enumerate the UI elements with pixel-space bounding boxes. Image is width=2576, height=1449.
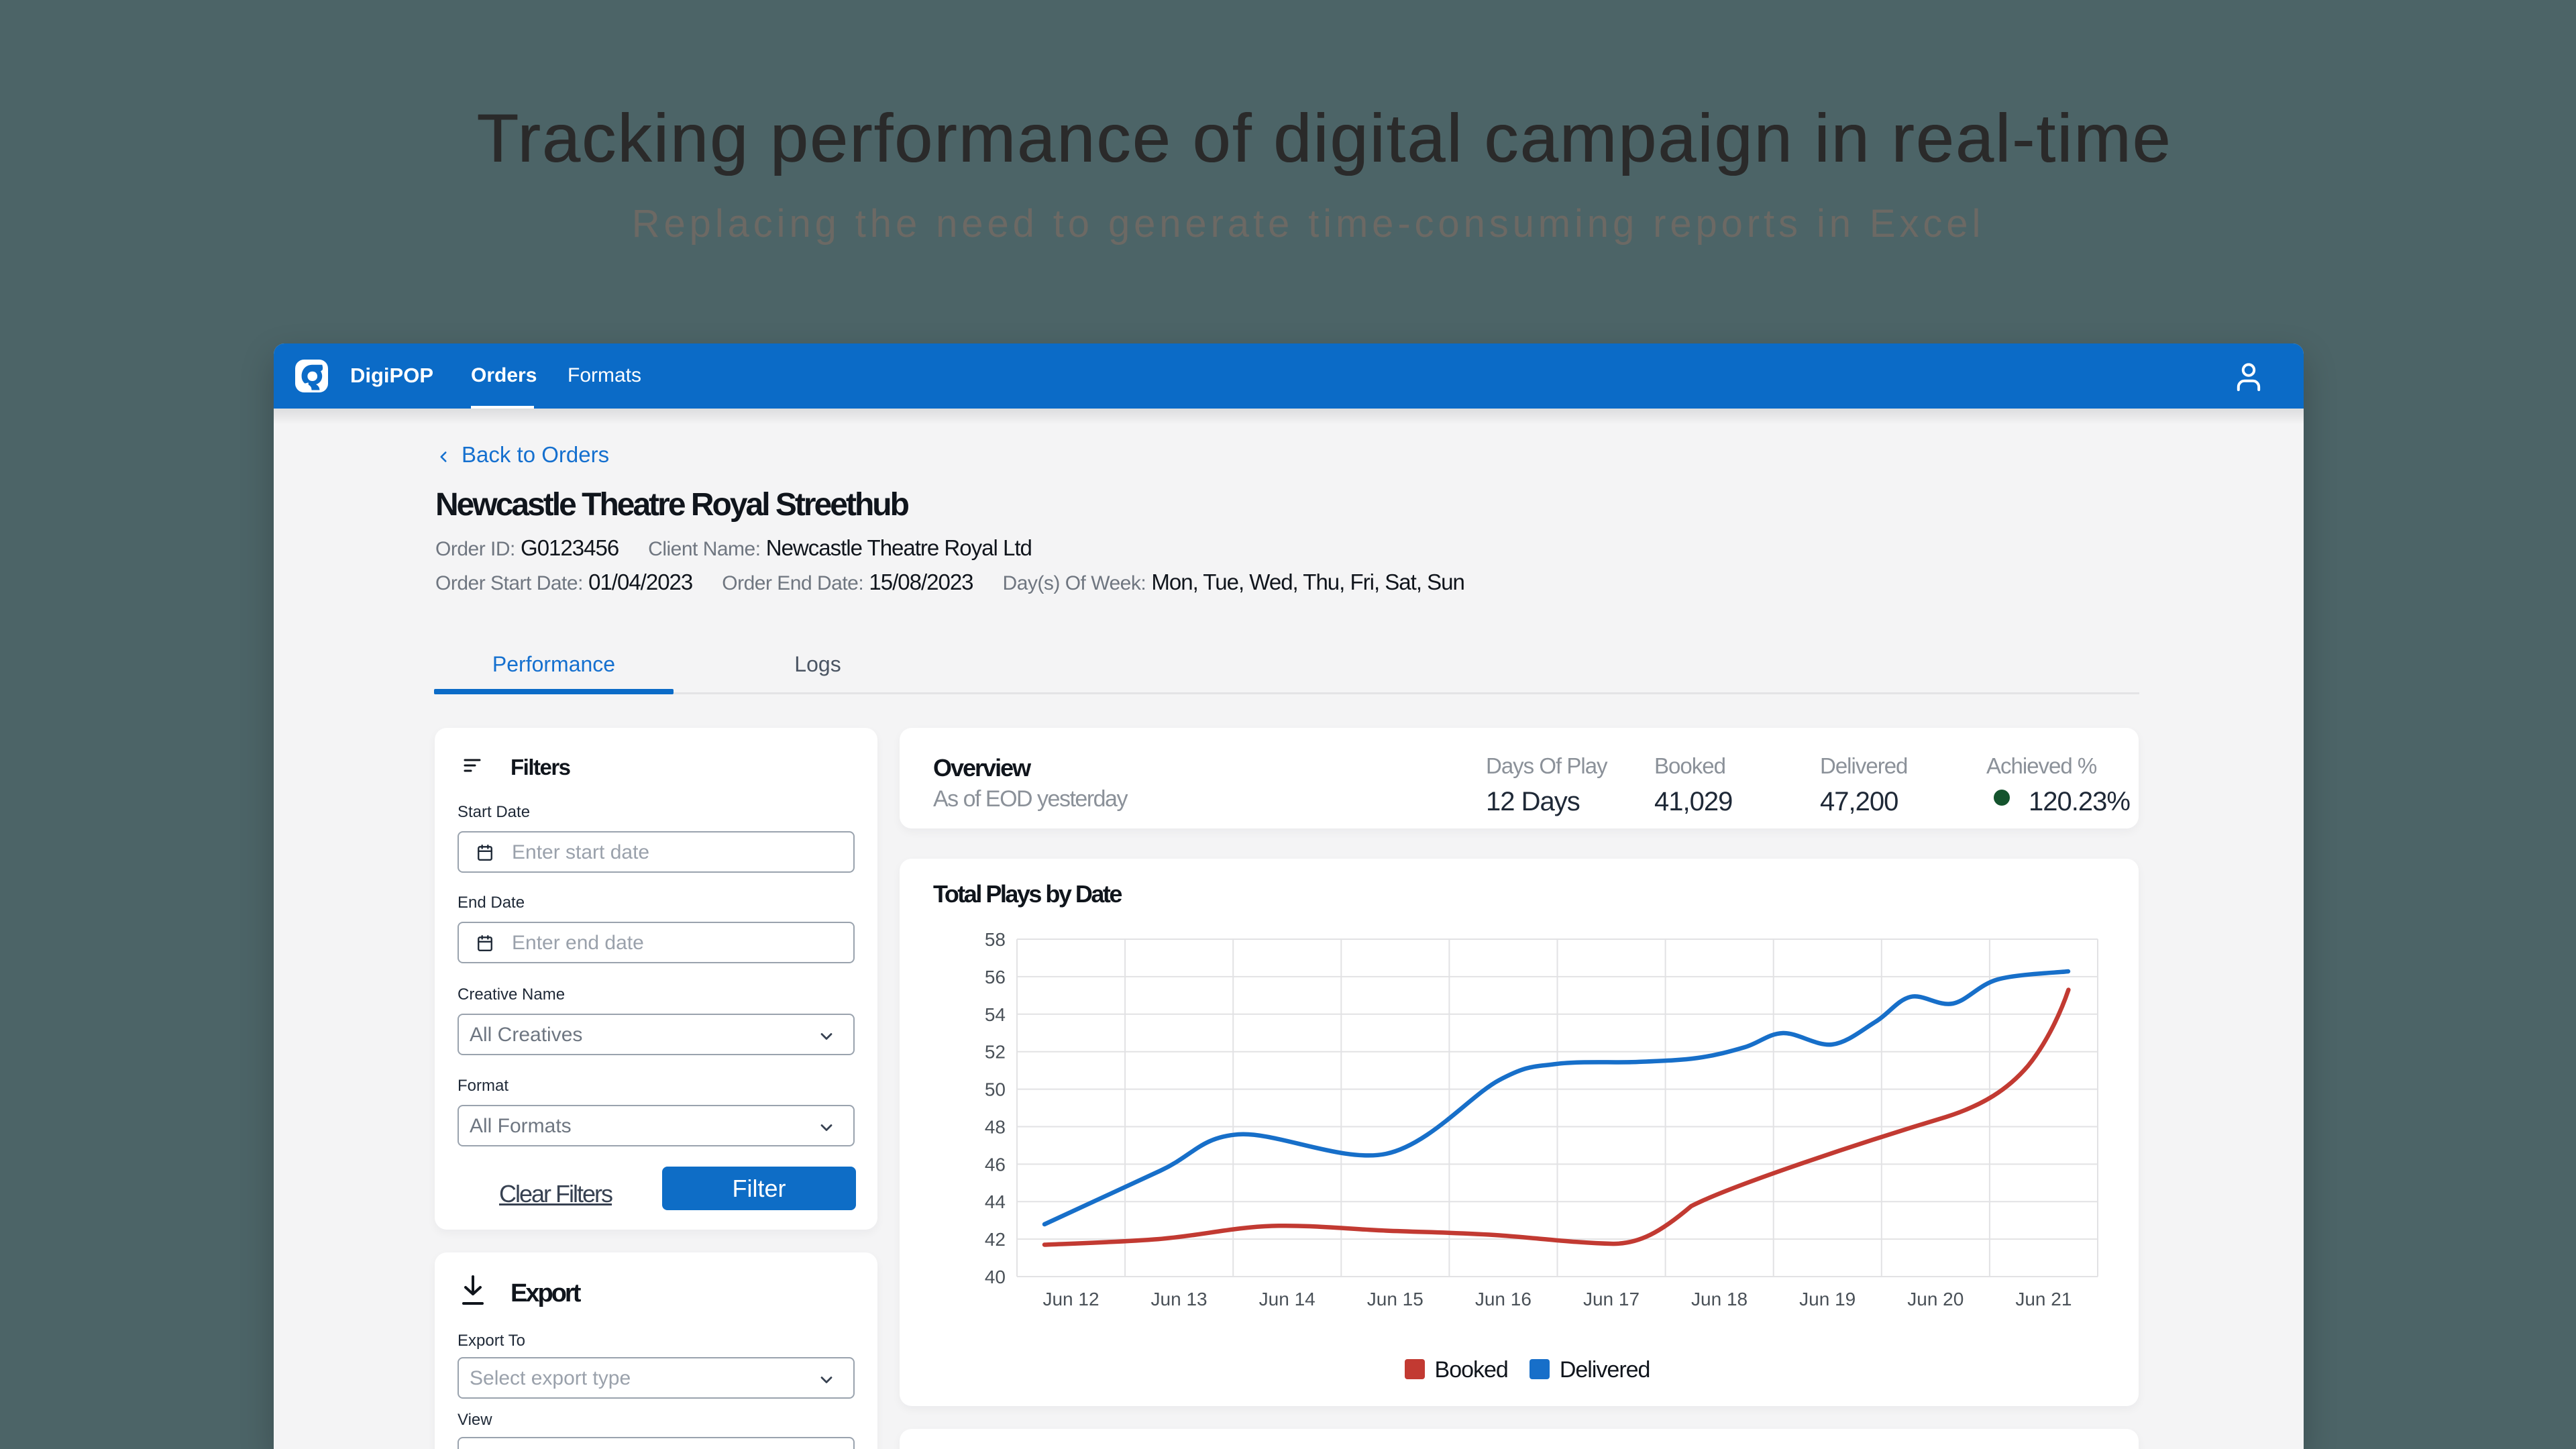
svg-text:Jun 20: Jun 20 — [1907, 1289, 1964, 1309]
svg-text:Jun 18: Jun 18 — [1691, 1289, 1748, 1309]
svg-text:52: 52 — [985, 1042, 1006, 1063]
svg-text:44: 44 — [985, 1191, 1006, 1212]
svg-text:54: 54 — [985, 1004, 1006, 1025]
svg-text:Jun 14: Jun 14 — [1259, 1289, 1316, 1309]
svg-text:Jun 19: Jun 19 — [1799, 1289, 1856, 1309]
svg-text:Jun 17: Jun 17 — [1583, 1289, 1640, 1309]
svg-text:Jun 15: Jun 15 — [1367, 1289, 1424, 1309]
svg-text:50: 50 — [985, 1079, 1006, 1100]
svg-text:48: 48 — [985, 1117, 1006, 1138]
svg-text:56: 56 — [985, 967, 1006, 987]
svg-text:Jun 16: Jun 16 — [1475, 1289, 1532, 1309]
svg-text:Jun 13: Jun 13 — [1151, 1289, 1208, 1309]
svg-text:Jun 12: Jun 12 — [1042, 1289, 1099, 1309]
svg-text:Jun 21: Jun 21 — [2015, 1289, 2072, 1309]
svg-text:40: 40 — [985, 1267, 1006, 1287]
svg-text:42: 42 — [985, 1229, 1006, 1250]
svg-text:46: 46 — [985, 1154, 1006, 1175]
svg-text:58: 58 — [985, 929, 1006, 950]
